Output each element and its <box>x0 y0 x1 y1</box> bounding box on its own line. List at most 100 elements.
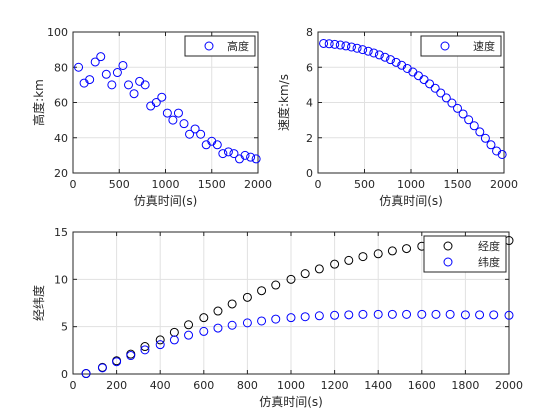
data-point-a <box>257 286 267 296</box>
data-point-a <box>380 52 390 62</box>
legend-label: 高度 <box>227 39 249 53</box>
y-tick-label: 80 <box>54 61 68 74</box>
data-point-b <box>126 351 136 361</box>
data-point-a <box>118 60 128 70</box>
x-tick-label: 500 <box>109 178 130 191</box>
data-point-b <box>257 316 267 326</box>
data-point-b <box>431 309 441 319</box>
legend-label: 经度 <box>478 239 500 253</box>
data-point-b <box>169 335 179 345</box>
data-point-b <box>344 310 354 320</box>
data-point-a <box>319 38 329 48</box>
data-point-b <box>460 310 470 320</box>
x-tick-label: 0 <box>315 178 322 191</box>
data-point-b <box>184 330 194 340</box>
y-tick-label: 6 <box>306 61 313 74</box>
y-tick-label: 0 <box>61 368 68 381</box>
data-point-a <box>112 68 122 78</box>
x-axis-label: 仿真时间(s) <box>259 395 323 409</box>
data-point-a <box>469 121 479 131</box>
data-point-b <box>97 363 107 373</box>
data-point-a <box>242 292 252 302</box>
data-point-a <box>101 69 111 79</box>
legend-label: 速度 <box>473 39 495 53</box>
data-point-a <box>397 60 407 70</box>
data-point-a <box>213 306 223 316</box>
data-point-a <box>173 108 183 118</box>
data-point-b <box>242 318 252 328</box>
y-tick-label: 20 <box>54 167 68 180</box>
data-point-a <box>358 252 368 262</box>
x-tick-label: 1200 <box>321 379 349 392</box>
data-point-a <box>346 42 356 52</box>
y-tick-label: 10 <box>54 273 68 286</box>
data-point-a <box>218 149 228 159</box>
data-point-a <box>335 40 345 50</box>
data-point-a <box>227 299 237 309</box>
data-point-b <box>271 314 281 324</box>
x-axis-label: 仿真时间(s) <box>134 194 198 208</box>
data-point-a <box>352 43 362 53</box>
data-point-b <box>112 357 122 367</box>
x-tick-label: 400 <box>150 379 171 392</box>
y-axis-label: 高度:km <box>31 79 46 126</box>
data-point-a <box>155 335 165 345</box>
data-point-a <box>162 108 172 118</box>
x-tick-label: 1500 <box>444 178 472 191</box>
data-point-a <box>140 80 150 90</box>
lat-lon-chart: 0 200 400 600 800 1000 1200 1400 1600 1800 2000 0 5 1… <box>31 226 523 409</box>
data-point-a <box>96 52 106 62</box>
y-tick-label: 100 <box>47 26 68 39</box>
data-point-a <box>199 313 209 323</box>
data-point-a <box>330 259 340 269</box>
legend-marker <box>440 41 450 51</box>
legend-box <box>184 35 256 57</box>
data-point-a <box>363 46 373 56</box>
data-point-b <box>489 310 499 320</box>
data-point-a <box>425 79 435 89</box>
legend-box <box>420 35 502 57</box>
data-point-b <box>417 309 427 319</box>
data-point-a <box>387 246 397 256</box>
data-point-b <box>402 309 412 319</box>
data-point-a <box>212 140 222 150</box>
velocity-chart: 0 500 1000 1500 2000 0 2 4 6 8 仿真时间(s) 速度:km/s 速度 <box>276 26 518 208</box>
data-point-a <box>157 92 167 102</box>
data-point-a <box>369 48 379 58</box>
legend-marker <box>204 41 214 51</box>
y-axis-label: 经纬度 <box>31 285 46 321</box>
x-tick-label: 0 <box>70 379 77 392</box>
data-point-a <box>453 103 462 113</box>
data-point-a <box>271 280 281 290</box>
data-point-a <box>374 50 384 60</box>
data-point-b <box>314 311 324 321</box>
data-point-a <box>341 41 351 51</box>
data-point-a <box>324 39 334 49</box>
x-tick-label: 1500 <box>198 178 226 191</box>
x-tick-label: 1000 <box>277 379 305 392</box>
data-point-b <box>199 326 209 336</box>
data-point-b <box>387 309 397 319</box>
data-point-a <box>168 115 178 125</box>
data-point-a <box>480 133 490 143</box>
legend-marker <box>443 257 453 267</box>
data-point-b <box>140 345 150 355</box>
data-point-b <box>213 323 223 333</box>
data-point-b <box>358 309 368 319</box>
data-point-a <box>196 129 206 139</box>
x-tick-label: 1400 <box>364 379 392 392</box>
x-tick-label: 600 <box>193 379 214 392</box>
x-tick-label: 1000 <box>152 178 180 191</box>
data-point-b <box>227 320 237 330</box>
data-point-a <box>251 154 261 164</box>
data-point-a <box>74 62 84 72</box>
data-point-a <box>179 119 189 129</box>
y-tick-label: 15 <box>54 226 68 239</box>
data-point-a <box>386 55 396 65</box>
data-point-b <box>155 340 165 350</box>
legend-label: 纬度 <box>478 255 500 269</box>
data-point-b <box>286 313 296 323</box>
data-point-a <box>436 88 446 98</box>
y-tick-label: 4 <box>306 97 313 110</box>
altitude-chart: 0 500 1000 1500 2000 20 40 60 80 100 仿真时间(s) 高度:km 高… <box>31 26 272 208</box>
